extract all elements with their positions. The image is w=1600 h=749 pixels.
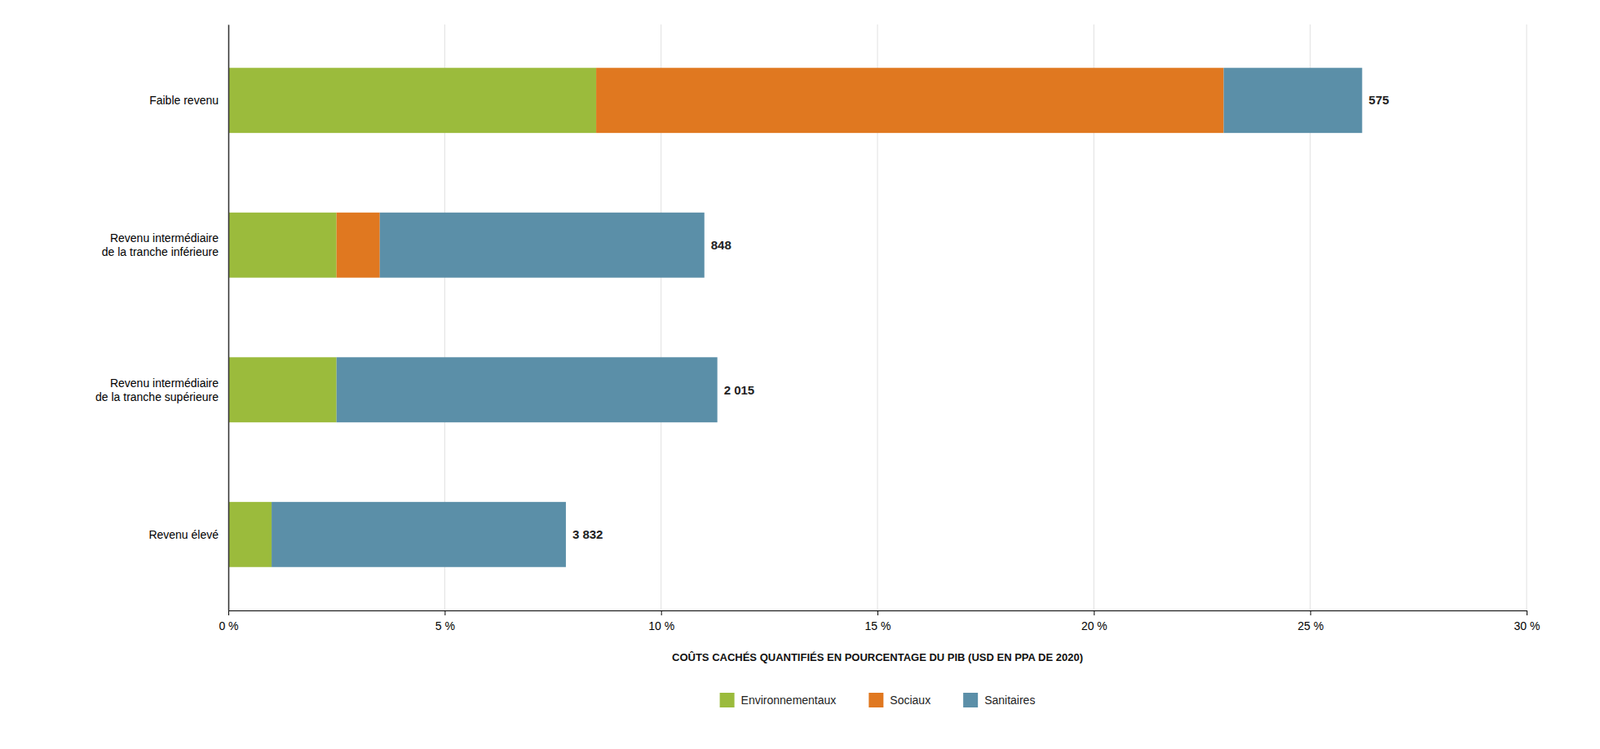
tick-label: 5 %: [435, 619, 456, 633]
tick-label-line: Faible revenu: [149, 93, 219, 107]
tick: 20 %: [1081, 610, 1108, 633]
annotation: 848: [711, 238, 732, 252]
tick-mark: [228, 610, 230, 616]
legend-label: Sanitaires: [984, 693, 1035, 708]
legend-label: Environnementaux: [741, 693, 837, 708]
tick: 10 %: [648, 610, 675, 633]
tick-label-line: Revenu intermédiaire: [110, 376, 219, 390]
tick-label: 0 %: [218, 619, 239, 633]
tick: 25 %: [1297, 610, 1324, 633]
tick-mark: [877, 610, 879, 616]
annotation: 3 832: [572, 527, 604, 542]
legend-swatch: [868, 693, 884, 708]
tick-label: Revenu élevé: [148, 528, 219, 542]
legend-label: Sociaux: [889, 693, 931, 708]
tick: 30 %: [1514, 610, 1541, 633]
bar: [380, 212, 705, 279]
tick-label: 15 %: [865, 619, 892, 633]
legend-swatch: [963, 693, 978, 708]
y-axis: Faible revenuRevenu intermédiairede la t…: [95, 25, 230, 612]
bar: [228, 212, 337, 279]
x-axis-title: COÛTS CACHÉS QUANTIFIÉS EN POURCENTAGE D…: [671, 651, 1083, 664]
tick-mark: [1310, 610, 1312, 616]
series: [336, 67, 1225, 278]
bar: [336, 357, 718, 423]
tick-label-line: de la tranche inférieure: [101, 245, 219, 259]
tick-label-line: de la tranche supérieure: [95, 390, 219, 404]
legend-item: Environnementaux: [720, 693, 837, 708]
grid-line: [1526, 24, 1528, 611]
tick-mark: [661, 610, 663, 616]
bars: [228, 67, 1362, 567]
axis-line: [228, 25, 230, 612]
chart: 575 848 2 015 3 832 0 % 5 % 10 % 15 % 20 % 25 % 30…: [0, 0, 1600, 749]
tick: 5 %: [435, 610, 456, 633]
bar: [228, 67, 597, 133]
annotation: 575: [1368, 92, 1389, 107]
legend-item: Sociaux: [868, 693, 931, 708]
legend-swatch: [720, 693, 735, 708]
tick: Revenu intermédiairede la tranche inféri…: [101, 231, 229, 259]
tick-label: 20 %: [1081, 619, 1108, 633]
bar: [271, 502, 566, 568]
tick-label: Revenu intermédiairede la tranche inféri…: [101, 231, 219, 259]
tick-mark: [444, 610, 446, 616]
tick-label-line: Revenu élevé: [148, 528, 219, 542]
tick-label: 10 %: [648, 619, 675, 633]
tick-mark: [1526, 610, 1528, 616]
annotations: 575 848 2 015 3 832: [572, 92, 1389, 542]
grid: [228, 24, 1527, 611]
tick-label-line: Revenu intermédiaire: [110, 231, 219, 245]
grid-line: [228, 24, 230, 611]
tick-label: Faible revenu: [149, 93, 219, 107]
tick-label: 25 %: [1297, 619, 1324, 633]
legend: Environnementaux Sociaux Sanitaires: [720, 693, 1036, 708]
legend-item: Sanitaires: [963, 693, 1035, 708]
plot: 575 848 2 015 3 832 0 % 5 % 10 % 15 % 20 % 25 % 30…: [95, 24, 1540, 708]
bar: [228, 502, 272, 568]
bar: [336, 212, 381, 279]
tick-mark: [1093, 610, 1095, 616]
series: [228, 67, 597, 567]
tick-label: Revenu intermédiairede la tranche supéri…: [95, 376, 219, 404]
tick: 15 %: [865, 610, 892, 633]
series: [271, 67, 1362, 567]
annotation: 2 015: [724, 383, 756, 398]
tick: Revenu élevé: [148, 528, 229, 542]
tick: Faible revenu: [149, 93, 229, 107]
x-axis: 0 % 5 % 10 % 15 % 20 % 25 % 30 %: [218, 610, 1540, 633]
bar: [228, 357, 337, 423]
tick-label: 30 %: [1514, 619, 1541, 633]
bar: [1224, 67, 1363, 133]
tick: Revenu intermédiairede la tranche supéri…: [95, 376, 229, 404]
tick: 0 %: [218, 610, 239, 633]
bar: [596, 67, 1224, 133]
